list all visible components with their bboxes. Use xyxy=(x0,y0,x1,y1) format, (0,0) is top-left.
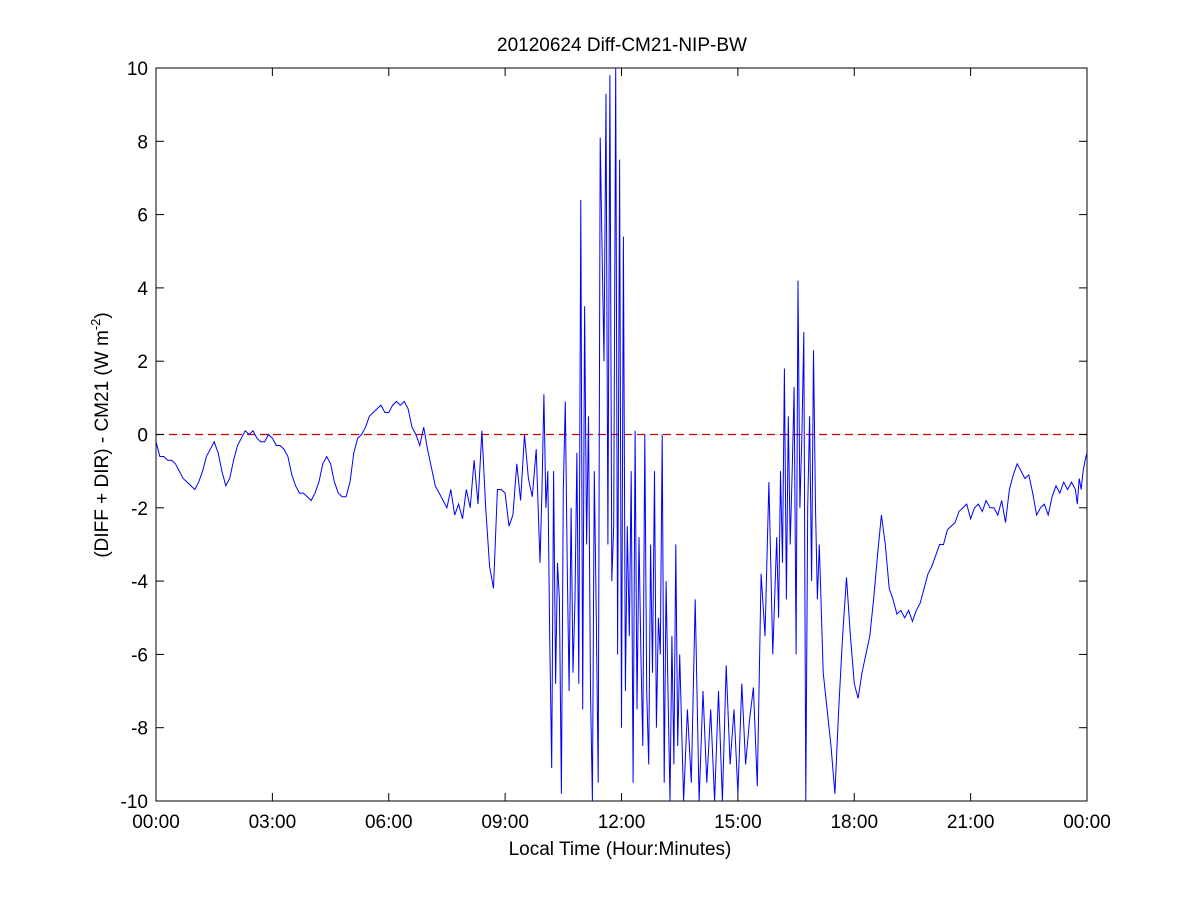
x-tick-label-7: 21:00 xyxy=(947,812,995,833)
x-tick-label-2: 06:00 xyxy=(365,812,413,833)
y-tick-label-0: 10 xyxy=(127,59,148,80)
y-tick-label-2: 6 xyxy=(137,206,148,227)
y-axis-label-superscript: -2 xyxy=(88,319,103,331)
y-tick-label-6: -2 xyxy=(131,499,148,520)
data-series-line-0 xyxy=(156,68,1087,801)
y-tick-label-3: 4 xyxy=(137,279,148,300)
chart-title: 20120624 Diff-CM21-NIP-BW xyxy=(497,35,747,56)
x-axis-label: Local Time (Hour:Minutes) xyxy=(509,839,732,860)
plot-area: 00:00 03:00 06:00 09:00 12:00 15:00 18:00 21:00… xyxy=(121,59,1111,833)
y-tick-label-4: 2 xyxy=(137,352,148,373)
y-tick-label-9: -8 xyxy=(131,719,148,740)
x-tick-label-3: 09:00 xyxy=(481,812,529,833)
y-axis-label-main: (DIFF + DIR) - CM21 (W m xyxy=(92,330,113,557)
x-tick-label-5: 15:00 xyxy=(714,812,762,833)
y-tick-label-10: -10 xyxy=(121,792,148,813)
y-tick-label-1: 8 xyxy=(137,132,148,153)
y-tick-label-8: -6 xyxy=(131,645,148,666)
x-tick-label-0: 00:00 xyxy=(132,812,180,833)
y-axis-label: (DIFF + DIR) - CM21 (W m-2) xyxy=(88,312,113,557)
x-tick-label-6: 18:00 xyxy=(830,812,878,833)
x-tick-label-1: 03:00 xyxy=(249,812,297,833)
y-tick-label-7: -4 xyxy=(131,572,148,593)
x-tick-label-4: 12:00 xyxy=(598,812,646,833)
x-tick-label-8: 00:00 xyxy=(1063,812,1111,833)
y-axis-label-close: ) xyxy=(92,312,113,318)
y-tick-label-5: 0 xyxy=(137,426,148,447)
